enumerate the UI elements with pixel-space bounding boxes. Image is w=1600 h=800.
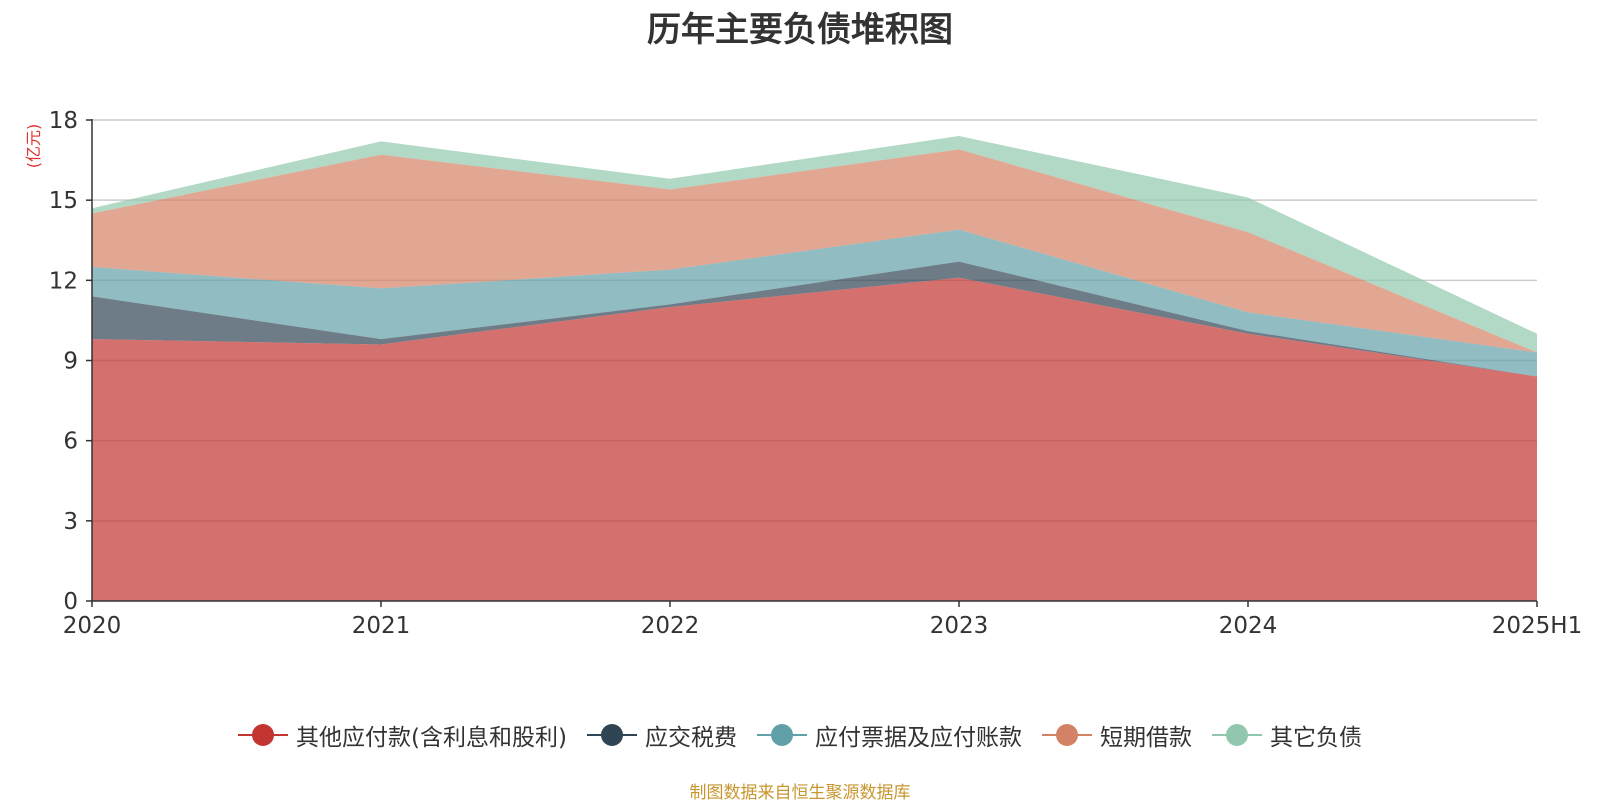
- area-series-5: [92, 136, 1537, 353]
- area-series-4: [92, 149, 1537, 353]
- y-tick-label-0: 0: [63, 589, 78, 615]
- legend-marker-icon: [1041, 723, 1092, 747]
- legend-label: 其他应付款(含利息和股利): [296, 725, 567, 751]
- legend-label: 短期借款: [1099, 725, 1192, 751]
- y-tick-label-6: 6: [63, 429, 78, 455]
- area-series-2: [92, 261, 1537, 377]
- x-tick-label-2024: 2024: [1219, 613, 1278, 639]
- chart-legend: 其他应付款(含利息和股利) 应交税费 应付票据及应付账款 短期借款 其它负债: [0, 718, 1600, 752]
- data-source-note: 制图数据来自恒生聚源数据库: [689, 783, 911, 800]
- x-tick-label-2025H1: 2025H1: [1492, 613, 1582, 639]
- legend-marker-icon: [1211, 723, 1262, 747]
- area-series-3: [92, 229, 1537, 377]
- legend-item-4[interactable]: 短期借款: [1041, 718, 1192, 752]
- x-tick-label-2023: 2023: [930, 613, 989, 639]
- legend-item-1[interactable]: 其他应付款(含利息和股利): [238, 718, 567, 752]
- legend-marker-icon: [756, 723, 807, 747]
- x-tick-label-2022: 2022: [641, 613, 700, 639]
- y-tick-label-9: 9: [63, 349, 78, 375]
- legend-item-3[interactable]: 应付票据及应付账款: [756, 718, 1022, 752]
- legend-item-2[interactable]: 应交税费: [586, 718, 737, 752]
- legend-item-5[interactable]: 其它负债: [1211, 718, 1362, 752]
- y-tick-label-18: 18: [49, 108, 78, 134]
- x-tick-label-2021: 2021: [352, 613, 411, 639]
- y-tick-label-15: 15: [49, 188, 78, 214]
- y-tick-label-3: 3: [63, 509, 78, 535]
- legend-label: 应交税费: [644, 725, 737, 751]
- legend-label: 应付票据及应付账款: [814, 725, 1022, 751]
- legend-marker-icon: [238, 723, 289, 747]
- legend-marker-icon: [586, 723, 637, 747]
- chart-title: 历年主要负债堆积图: [647, 10, 953, 50]
- legend-label: 其它负债: [1269, 725, 1362, 751]
- x-tick-label-2020: 2020: [63, 613, 122, 639]
- y-tick-label-12: 12: [49, 268, 78, 294]
- area-series-1: [92, 277, 1537, 601]
